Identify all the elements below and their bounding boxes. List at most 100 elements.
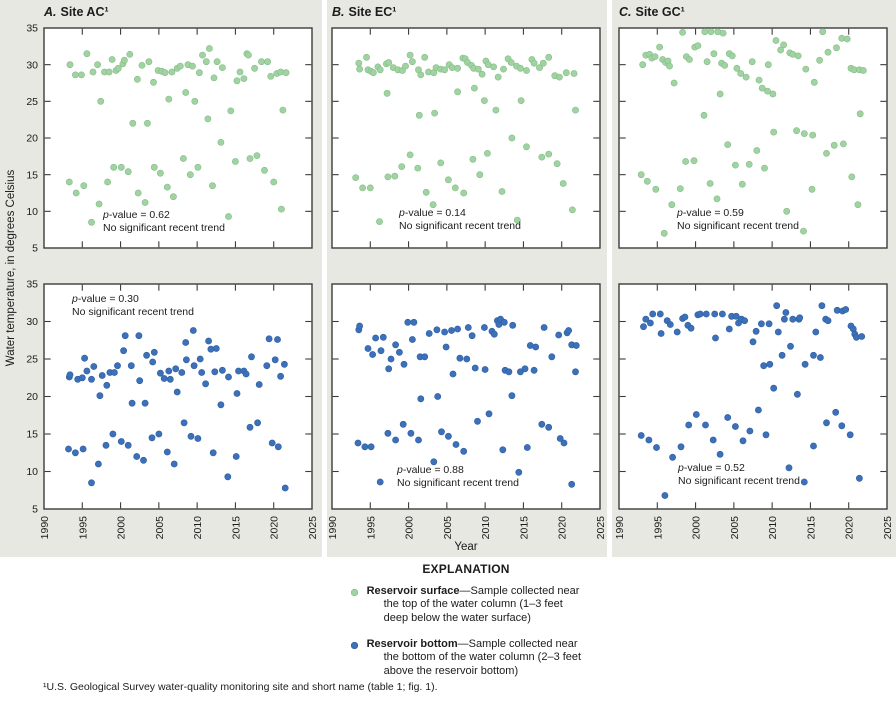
data-point <box>143 351 150 359</box>
x-tick-label-group: 2000 <box>404 516 416 540</box>
data-point <box>682 158 689 165</box>
x-tick-label: 2000 <box>116 516 128 540</box>
data-point <box>649 310 657 318</box>
data-point <box>163 183 171 191</box>
data-point <box>774 328 782 336</box>
data-point <box>199 51 206 59</box>
data-point <box>97 97 105 105</box>
data-point <box>748 58 756 66</box>
data-point <box>415 111 423 119</box>
data-point <box>854 201 862 209</box>
data-point <box>474 417 481 425</box>
data-point <box>719 310 726 318</box>
data-point <box>244 51 252 59</box>
data-point <box>732 161 739 169</box>
p-value-annotation: p-value = 0.52 <box>677 462 745 474</box>
data-point <box>694 42 702 49</box>
x-tick-label-group: 2000 <box>116 516 128 540</box>
x-tick-label: 2000 <box>404 516 416 540</box>
data-point <box>545 53 553 61</box>
data-point <box>764 61 772 69</box>
data-point <box>454 88 462 96</box>
data-point <box>749 338 757 346</box>
data-point <box>414 164 422 172</box>
data-point <box>356 322 363 330</box>
data-point <box>530 366 538 374</box>
x-tick-label-group: 1990 <box>614 516 626 540</box>
data-point <box>737 70 745 77</box>
data-point <box>707 28 715 36</box>
data-point <box>460 447 468 455</box>
data-point <box>404 318 412 326</box>
data-point <box>810 351 817 359</box>
data-point <box>651 53 659 60</box>
data-point <box>823 419 830 427</box>
data-point <box>66 371 74 379</box>
data-point <box>376 66 384 74</box>
data-point <box>441 328 448 336</box>
data-point <box>173 388 181 396</box>
data-point <box>178 369 186 376</box>
data-point <box>150 163 158 171</box>
data-point <box>361 443 369 451</box>
data-point <box>180 419 188 427</box>
data-point <box>690 157 698 165</box>
x-tick-label-group: 2015 <box>518 516 530 540</box>
data-point <box>111 369 118 376</box>
data-point <box>114 64 122 72</box>
data-point <box>793 127 800 135</box>
data-point <box>783 207 791 215</box>
data-point <box>141 199 149 206</box>
legend-item-reservoir-bottom: Reservoir bottom—Sample collected near t… <box>351 638 651 678</box>
data-point <box>545 423 553 431</box>
data-point <box>758 84 766 92</box>
trend-note: No significant recent trend <box>72 306 194 318</box>
data-point <box>494 73 502 81</box>
x-tick-label-group: 2025 <box>595 516 607 540</box>
data-point <box>121 332 129 340</box>
data-point <box>155 430 163 438</box>
data-point <box>711 310 719 318</box>
data-point <box>437 159 445 167</box>
data-point <box>639 61 647 69</box>
data-point <box>724 414 732 421</box>
data-point <box>536 64 543 71</box>
y-tick-label: 15 <box>26 429 38 441</box>
data-point <box>96 392 104 400</box>
data-point <box>545 150 553 158</box>
data-point <box>508 392 516 400</box>
data-point <box>217 401 225 409</box>
data-point <box>470 84 478 92</box>
data-point <box>120 347 127 355</box>
data-point <box>824 48 832 56</box>
data-point <box>196 355 204 363</box>
data-point <box>637 171 645 179</box>
x-tick-label-group: 2005 <box>442 516 454 540</box>
panel-site-name: Site GC¹ <box>635 5 685 19</box>
data-point <box>109 430 117 438</box>
data-point <box>246 155 254 162</box>
data-point <box>72 71 79 79</box>
y-axis-label: Water temperature, in degrees Celsius <box>5 170 17 367</box>
data-point <box>98 372 106 379</box>
legend-item-bold-label: Reservoir surface <box>366 585 460 597</box>
data-point <box>384 429 392 437</box>
x-tick-label-group: 2020 <box>844 516 856 540</box>
data-point <box>782 309 790 316</box>
data-point <box>702 310 710 318</box>
panel-letter: A. <box>44 5 57 19</box>
data-point <box>539 59 547 67</box>
data-point <box>261 166 268 174</box>
data-point <box>225 373 232 381</box>
data-point <box>422 188 430 196</box>
data-point <box>65 178 73 186</box>
data-point <box>454 64 462 72</box>
bottom-marker <box>351 642 358 649</box>
data-point <box>88 375 95 383</box>
data-point <box>194 435 202 442</box>
data-point <box>124 168 132 176</box>
data-point <box>810 78 818 86</box>
